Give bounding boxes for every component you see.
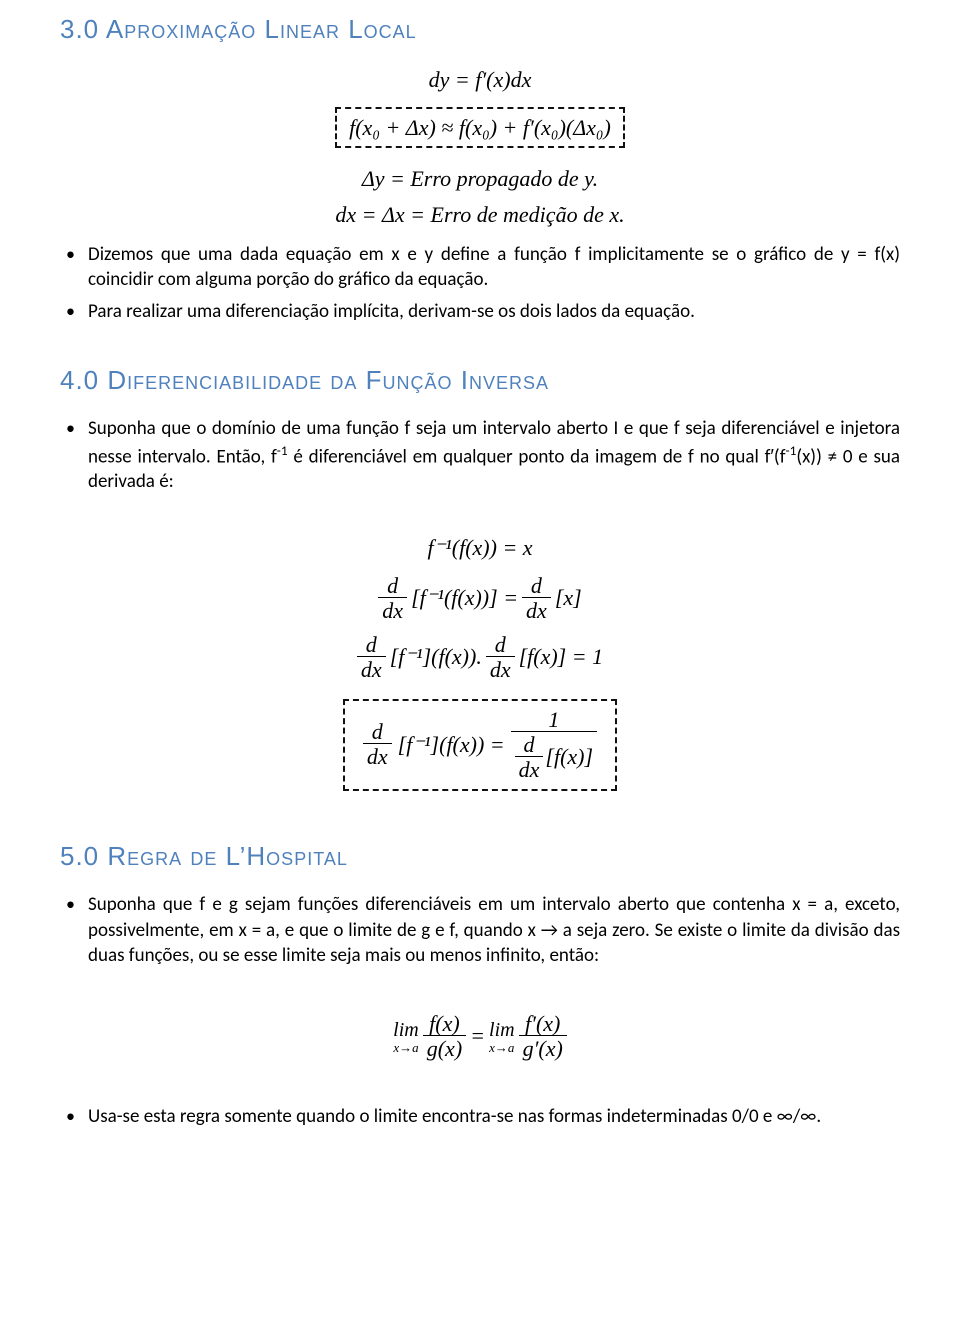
- eq2-rhs-frac: d dx: [522, 575, 551, 622]
- eq4-rhs-den-inner-frac: d dx: [515, 734, 544, 781]
- eq-linear-approx-box: f(x₀ + Δx) ≈ f(x₀) + f′(x₀)(Δx₀): [60, 101, 900, 159]
- lh-f2-num: f′(x): [519, 1013, 567, 1035]
- section3-list: Dizemos que uma dada equação em x e y de…: [60, 242, 900, 325]
- lim-right-word: lim: [489, 1019, 515, 1041]
- eq-delta-y-text: Δy = Erro propagado de y.: [362, 166, 598, 191]
- eq2-lhs-tail: [f⁻¹(f(x))] =: [411, 583, 518, 613]
- eq-inverse-deriv-box: d dx [f⁻¹](f(x)) = 1 d dx [f(x)]: [60, 693, 900, 801]
- eq4-rhs-num: 1: [511, 709, 597, 731]
- eq-delta-y: Δy = Erro propagado de y.: [60, 164, 900, 194]
- s4-b1-sup2: -1: [786, 442, 797, 459]
- s4-b1-sup: -1: [277, 442, 288, 459]
- section5-bullet1: Suponha que f e g sejam funções diferenc…: [60, 892, 900, 969]
- section-5-heading: 5.0 Regra de L’Hospital: [60, 839, 900, 874]
- lh-equals: =: [470, 1021, 485, 1051]
- eq2-rhs-num: d: [522, 575, 551, 597]
- lh-f1-den: g(x): [423, 1035, 466, 1060]
- section5-bullet2: Usa-se esta regra somente quando o limit…: [60, 1104, 900, 1130]
- lim-right-cond: x→a: [489, 1041, 515, 1054]
- section5-list1: Suponha que f e g sejam funções diferenc…: [60, 892, 900, 969]
- lh-f2-den: g′(x): [519, 1035, 567, 1060]
- eq3-a-tail: [f⁻¹](f(x)).: [390, 642, 482, 672]
- section3-bullet2: Para realizar uma diferenciação implícit…: [60, 299, 900, 325]
- section-3-heading: 3.0 Aproximação Linear Local: [60, 12, 900, 47]
- section4-bullet1: Suponha que o domínio de uma função f se…: [60, 416, 900, 495]
- eq-lhospital: lim x→a f(x) g(x) = lim x→a f′(x) g′(x): [60, 1013, 900, 1060]
- eq3-b-num: d: [486, 634, 515, 656]
- eq4-lhs-den: dx: [363, 743, 392, 768]
- eq2-lhs-frac: d dx: [378, 575, 407, 622]
- eq3-b-tail: [f(x)] = 1: [519, 642, 604, 672]
- section3-bullet1: Dizemos que uma dada equação em x e y de…: [60, 242, 900, 293]
- lim-left: lim x→a: [393, 1018, 419, 1054]
- section-4-heading: 4.0 Diferenciabilidade da Função Inversa: [60, 363, 900, 398]
- eq2-lhs-num: d: [378, 575, 407, 597]
- eq-deriv-both-sides: d dx [f⁻¹(f(x))] = d dx [x]: [60, 575, 900, 622]
- s4-b1-b: é diferenciável em qualquer ponto da ima…: [288, 445, 786, 468]
- lh-f1-num: f(x): [423, 1013, 466, 1035]
- eq4-rhs-den-tail: [f(x)]: [545, 746, 593, 768]
- eq-finv-compose: f⁻¹(f(x)) = x: [60, 533, 900, 563]
- eq-dy-text: dy = f′(x)dx: [429, 67, 532, 92]
- eq4-rhs-den: d dx [f(x)]: [511, 731, 597, 781]
- eq3-a-num: d: [357, 634, 386, 656]
- eq-dx-text: dx = Δx = Erro de medição de x.: [335, 202, 624, 227]
- eq-finv-compose-text: f⁻¹(f(x)) = x: [427, 535, 532, 560]
- eq2-rhs-tail: [x]: [555, 583, 582, 613]
- eq-linear-approx: f(x₀ + Δx) ≈ f(x₀) + f′(x₀)(Δx₀): [335, 107, 625, 149]
- section5-list2: Usa-se esta regra somente quando o limit…: [60, 1104, 900, 1130]
- lhospital-frac1: f(x) g(x): [423, 1013, 466, 1060]
- eq4-rhs-frac: 1 d dx [f(x)]: [511, 709, 597, 781]
- lim-right: lim x→a: [489, 1018, 515, 1054]
- eq4-lhs-tail: [f⁻¹](f(x)) =: [398, 730, 505, 760]
- eq-dx: dx = Δx = Erro de medição de x.: [60, 200, 900, 230]
- eq3-b-den: dx: [486, 656, 515, 681]
- eq4-rhs-den-num: d: [515, 734, 544, 756]
- eq2-lhs-den: dx: [378, 597, 407, 622]
- eq4-rhs-den-den: dx: [515, 756, 544, 781]
- eq-chain-rule: d dx [f⁻¹](f(x)). d dx [f(x)] = 1: [60, 634, 900, 681]
- section4-list: Suponha que o domínio de uma função f se…: [60, 416, 900, 495]
- eq3-b-frac: d dx: [486, 634, 515, 681]
- eq2-rhs-den: dx: [522, 597, 551, 622]
- eq3-a-den: dx: [357, 656, 386, 681]
- eq4-lhs-frac: d dx: [363, 721, 392, 768]
- lim-left-cond: x→a: [393, 1041, 419, 1054]
- eq3-a-frac: d dx: [357, 634, 386, 681]
- lhospital-frac2: f′(x) g′(x): [519, 1013, 567, 1060]
- eq4-lhs-num: d: [363, 721, 392, 743]
- eq-dy: dy = f′(x)dx: [60, 65, 900, 95]
- lim-left-word: lim: [393, 1019, 419, 1041]
